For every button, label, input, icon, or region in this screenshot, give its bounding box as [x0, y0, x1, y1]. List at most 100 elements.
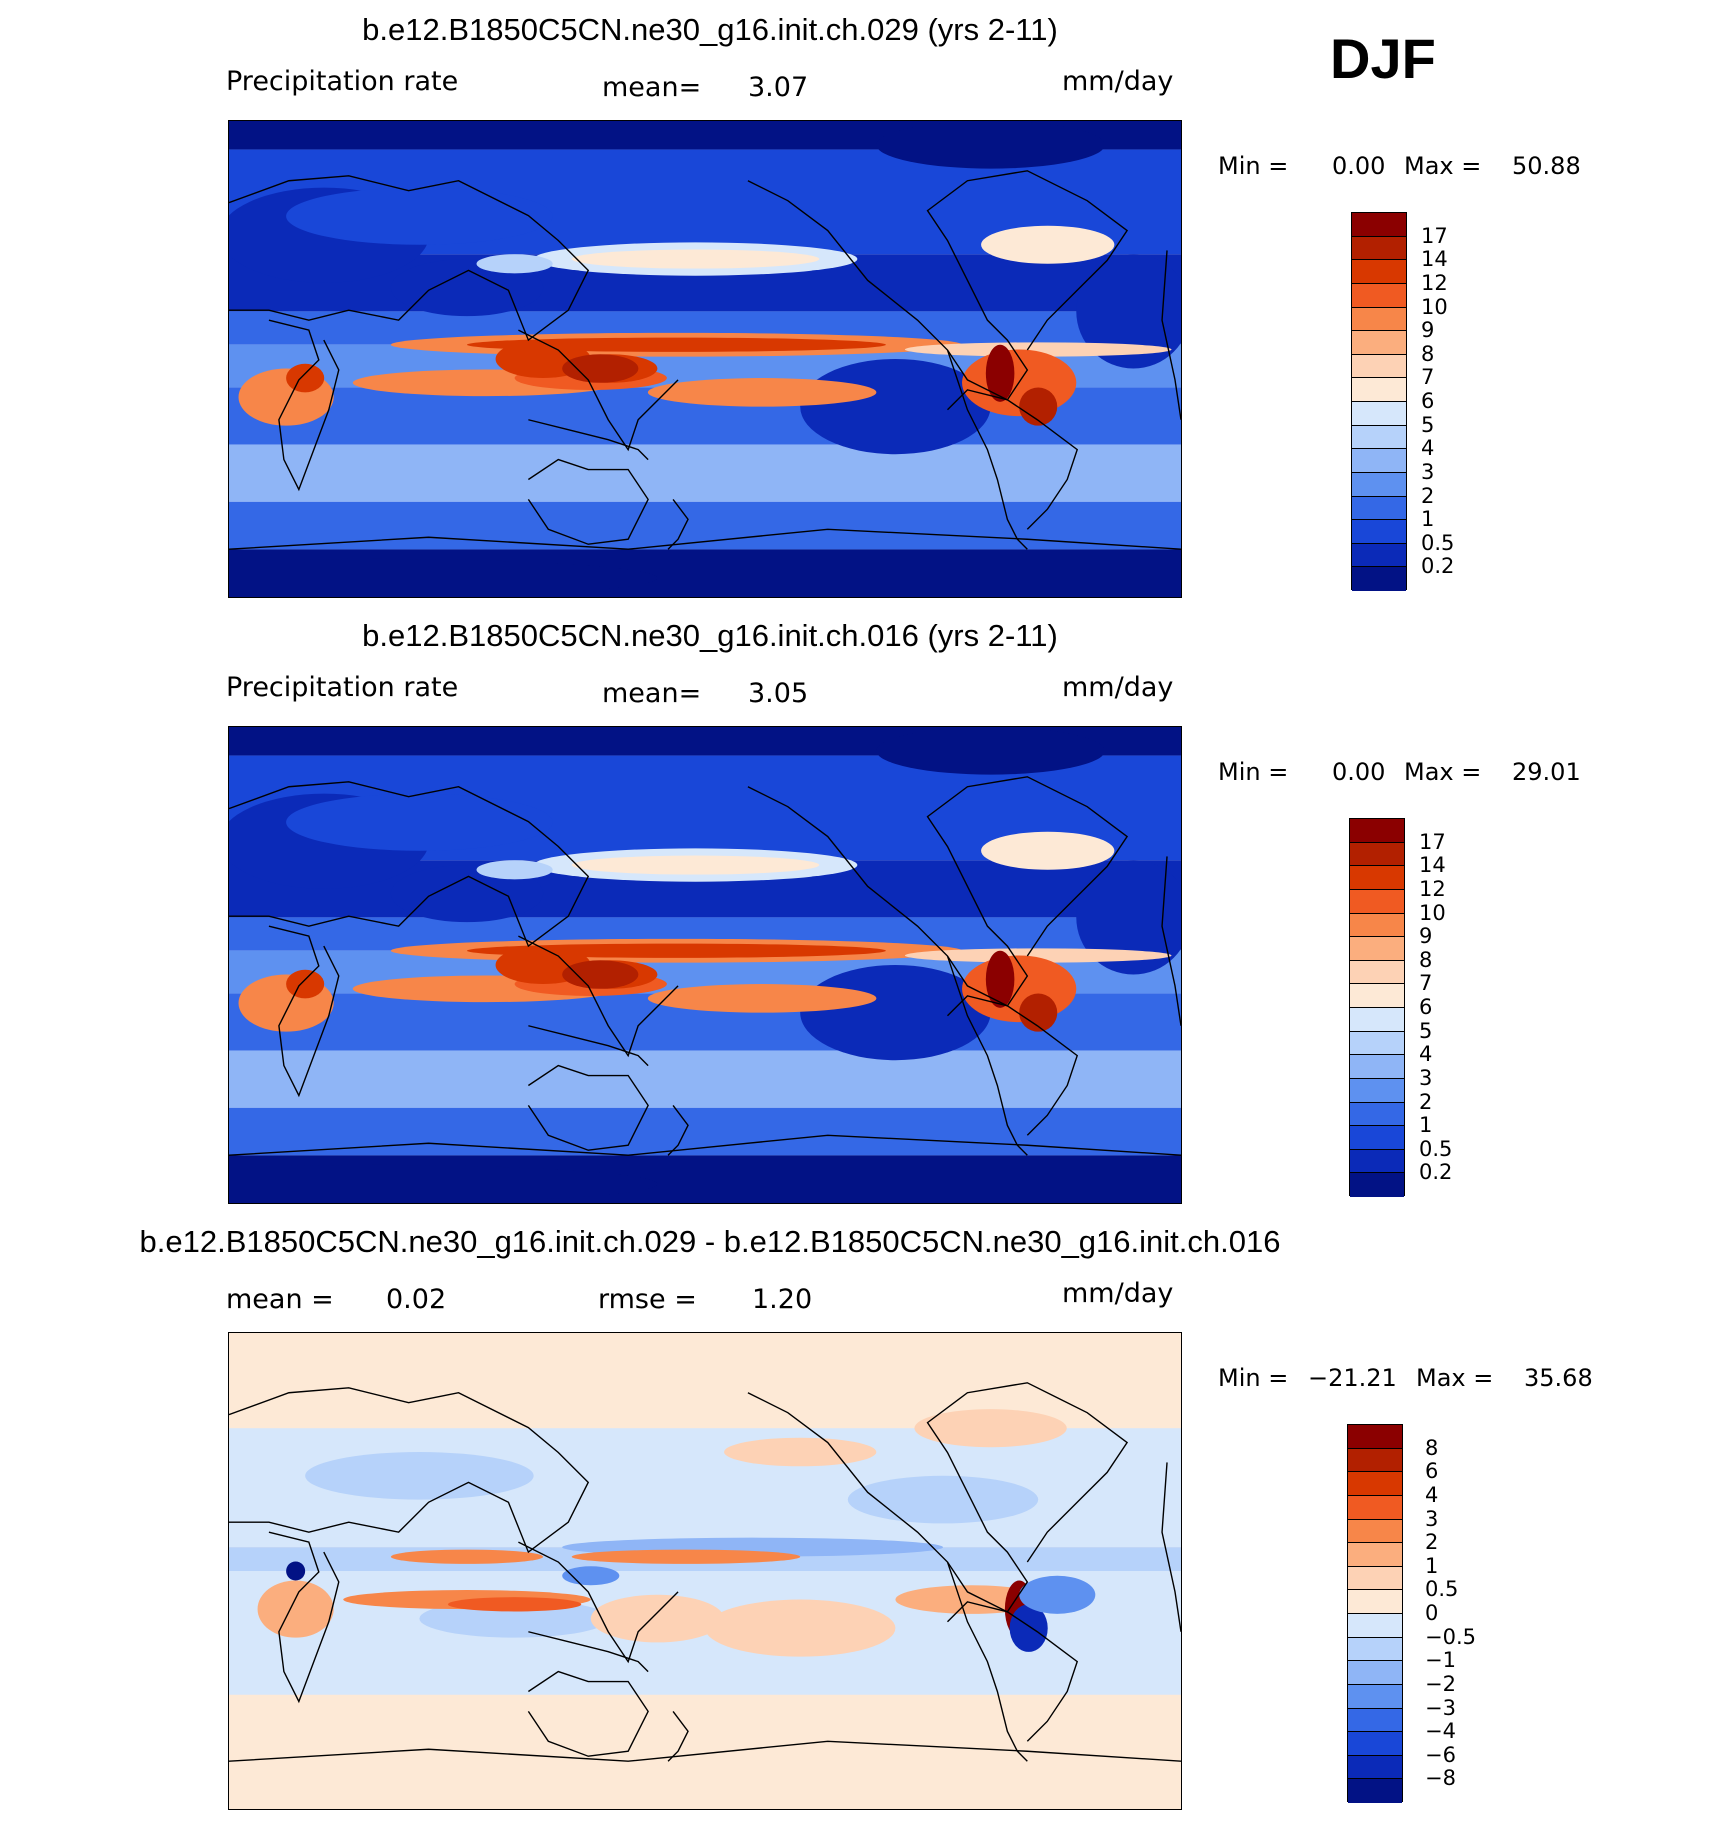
colorbar-segment [1350, 1055, 1404, 1079]
field-blob [571, 1549, 801, 1564]
colorbar-segment [1352, 213, 1406, 237]
field-blob [476, 860, 553, 880]
field-blob [985, 950, 1015, 1008]
colorbar-tick-label: −8 [1425, 1766, 1456, 1791]
colorbar-tick-label: 14 [1419, 853, 1446, 878]
coastline [528, 419, 649, 461]
colorbar-tick-label: 0 [1425, 1601, 1439, 1625]
colorbar-segment [1350, 1102, 1404, 1127]
coastline [268, 319, 340, 492]
colorbar-segment [1350, 913, 1404, 938]
colorbar-segment [1350, 1008, 1404, 1032]
coastline [747, 170, 1129, 401]
field-blob [476, 254, 553, 274]
coastline [518, 935, 679, 1058]
colorbar-segment [1348, 1543, 1402, 1567]
panel-2-max-label: Max = [1404, 758, 1482, 786]
panel-2-title: b.e12.B1850C5CN.ne30_g16.init.ch.016 (yr… [362, 618, 1058, 653]
colorbar-segment [1352, 425, 1406, 450]
coastline [747, 776, 1129, 1007]
colorbar-segment [1350, 1078, 1404, 1103]
colorbar-tick-label: −1 [1425, 1648, 1456, 1673]
colorbar-tick-label: −6 [1425, 1742, 1456, 1767]
colorbar-segment [1352, 449, 1406, 473]
colorbar-segment [1348, 1448, 1402, 1473]
panel-1-max-value: 50.88 [1512, 152, 1581, 180]
colorbar-tick-label: 7 [1419, 971, 1433, 996]
field-band [229, 501, 1181, 550]
colorbar-tick-label: 0.5 [1419, 1136, 1453, 1161]
coastline [1161, 856, 1181, 1026]
field-blob [904, 342, 1172, 357]
colorbar-segment [1350, 866, 1404, 890]
field-blob [1019, 993, 1058, 1032]
field-blob [229, 1164, 658, 1203]
coastline [747, 1382, 1129, 1613]
field-blob [1019, 387, 1058, 426]
coastline [229, 1134, 1181, 1156]
field-blob [390, 865, 544, 923]
field-blob [286, 793, 553, 851]
field-blob [562, 960, 639, 989]
colorbar-tick-label: 17 [1419, 829, 1446, 854]
coastline [229, 528, 1181, 550]
field-blob [562, 1566, 620, 1586]
panel-3-max-value: 35.68 [1524, 1364, 1593, 1392]
season-label: DJF [1330, 27, 1436, 90]
coastline [229, 1387, 590, 1554]
colorbar-tick-label: 5 [1421, 412, 1435, 437]
panel-3-rmse-value: 1.20 [752, 1284, 813, 1315]
coastline [946, 995, 1079, 1136]
coastline [229, 175, 590, 342]
colorbar-segment [1348, 1566, 1402, 1591]
colorbar-tick-label: −0.5 [1425, 1624, 1476, 1649]
panel-2-max-value: 29.01 [1512, 758, 1581, 786]
colorbar-segment [1350, 960, 1404, 985]
coastline [229, 781, 590, 948]
colorbar-tick-label: 2 [1419, 1089, 1433, 1114]
coastline [1161, 250, 1181, 420]
panel-3-rmse-label: rmse = [598, 1284, 697, 1315]
colorbar-segment [1348, 1684, 1402, 1709]
coastline [1161, 1462, 1181, 1632]
colorbar-tick-label: 12 [1419, 876, 1446, 901]
field-blob [1076, 860, 1181, 975]
panel-1-min-value: 0.00 [1332, 152, 1386, 180]
field-blob [590, 1594, 725, 1643]
field-blob [257, 1580, 334, 1638]
colorbar-segment [1348, 1779, 1402, 1803]
coastline [268, 925, 340, 1098]
colorbar-tick-label: 10 [1421, 294, 1448, 319]
colorbar-segment [1352, 283, 1406, 308]
field-blob [647, 378, 877, 407]
coastline [528, 1025, 649, 1067]
colorbar-segment [1352, 567, 1406, 591]
panel-2-min-value: 0.00 [1332, 758, 1386, 786]
colorbar-segment [1348, 1614, 1402, 1638]
field-blob [390, 1549, 544, 1564]
panel-1-variable: Precipitation rate [226, 66, 459, 97]
colorbar-tick-label: 4 [1425, 1482, 1439, 1507]
panel-3-units: mm/day [1062, 1278, 1174, 1309]
field-blob [876, 121, 1105, 169]
panel-2-units: mm/day [1062, 672, 1174, 703]
colorbar-segment [1350, 937, 1404, 961]
coastline [268, 1531, 340, 1704]
colorbar-segment [1352, 520, 1406, 544]
colorbar-tick-label: −2 [1425, 1671, 1456, 1696]
colorbar-segment [1352, 543, 1406, 568]
field-blob [876, 727, 1105, 775]
panel-3-colorbar [1347, 1424, 1403, 1803]
colorbar-tick-label: 6 [1419, 995, 1433, 1019]
field-blob [286, 1561, 306, 1581]
colorbar-tick-label: 8 [1425, 1435, 1439, 1460]
colorbar-tick-label: 3 [1425, 1506, 1439, 1531]
colorbar-tick-label: 3 [1419, 1065, 1433, 1090]
colorbar-tick-label: 2 [1421, 483, 1435, 508]
panel-2-map [228, 726, 1182, 1204]
coastline [527, 458, 649, 545]
coastline [527, 1064, 649, 1151]
colorbar-segment [1348, 1472, 1402, 1496]
colorbar-segment [1348, 1519, 1402, 1544]
field-blob [562, 354, 639, 383]
